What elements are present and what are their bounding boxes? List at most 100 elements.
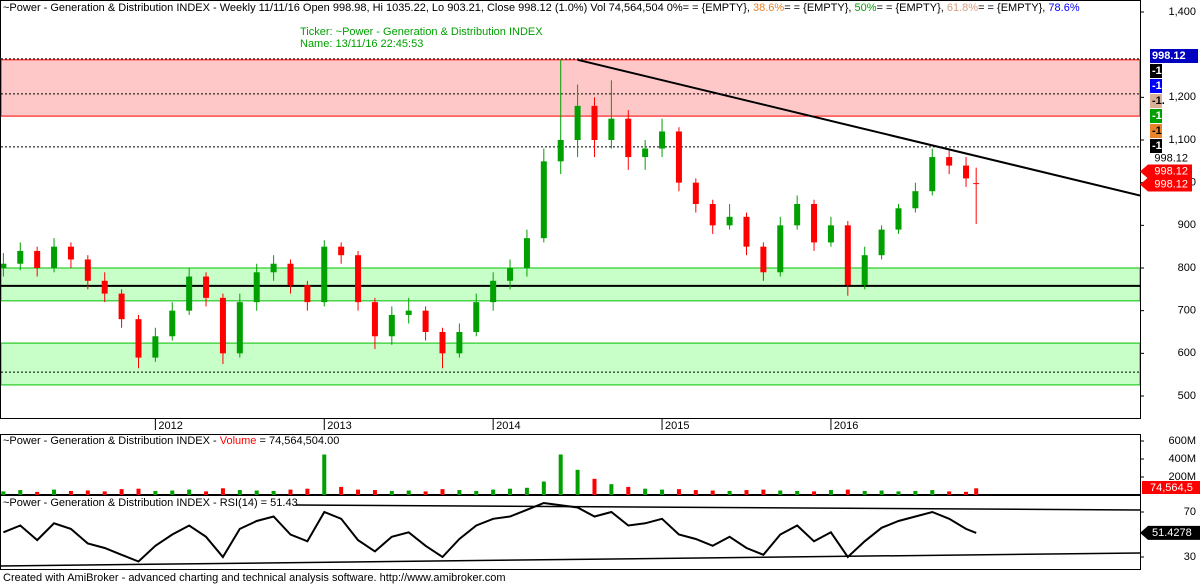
rsi-tick-label: 30: [1184, 551, 1196, 563]
last-price-box: [1140, 177, 1192, 192]
y-tick-label: 800: [1178, 262, 1196, 274]
side-label: -1.: [1152, 95, 1165, 107]
header-part: = = {EMPTY},: [784, 2, 854, 14]
header-part: 78.6%: [1048, 2, 1079, 14]
volume-bar: [85, 490, 90, 495]
y-tick-label: 1,200: [1168, 91, 1196, 103]
volume-last-box: [1142, 481, 1200, 494]
volume-bar: [974, 488, 979, 495]
volume-bar: [761, 489, 766, 495]
volume-bar: [187, 489, 192, 495]
volume-tick-label: 200M: [1168, 471, 1196, 483]
volume-bar: [778, 490, 783, 495]
volume-bar: [862, 490, 867, 495]
header: ~Power - Generation & Distribution INDEX…: [3, 2, 1080, 14]
volume-bar: [356, 489, 361, 495]
side-label-box: [1150, 49, 1198, 63]
side-label: -1.: [1152, 80, 1165, 92]
y-tick-label: 600: [1178, 347, 1196, 359]
volume-bar: [440, 489, 445, 495]
side-label-box: [1150, 79, 1162, 93]
rsi-tick-label: 70: [1184, 506, 1196, 518]
volume-bar: [812, 491, 817, 495]
last-price-box: [1140, 164, 1192, 179]
volume-bar: [913, 490, 918, 495]
volume-bar: [930, 490, 935, 495]
volume-bar: [406, 490, 411, 495]
y-tick-label: 900: [1178, 219, 1196, 231]
volume-bar: [609, 484, 614, 495]
volume-bar: [52, 489, 57, 495]
x-tick-label: 2016: [834, 420, 858, 432]
volume-bar: [474, 490, 479, 495]
volume-bar: [153, 490, 158, 495]
volume-bar: [828, 490, 833, 495]
volume-pane: [0, 434, 1141, 495]
side-label: -1: [1152, 140, 1162, 152]
volume-last-label: 74,564,5: [1150, 482, 1193, 494]
header-part: 50%: [855, 2, 877, 14]
volume-bar: [1, 491, 6, 495]
volume-bar: [389, 490, 394, 495]
volume-bar: [710, 490, 715, 495]
volume-bar: [457, 490, 462, 495]
volume-bar: [288, 489, 293, 495]
volume-bar: [947, 491, 952, 495]
side-label: -1.: [1152, 65, 1165, 77]
volume-bar: [254, 490, 259, 495]
header-part: ~Power - Generation & Distribution INDEX…: [3, 2, 753, 14]
volume-bar: [35, 491, 40, 495]
volume-title: ~Power - Generation & Distribution INDEX…: [3, 435, 339, 447]
volume-bar: [592, 478, 597, 495]
rsi-line: [3, 501, 977, 563]
y-tick-label: 500: [1178, 390, 1196, 402]
last-price-label: 998.12: [1154, 152, 1188, 164]
volume-bar: [524, 487, 529, 495]
volume-bar: [491, 489, 496, 495]
volume-bar: [643, 488, 648, 495]
volume-bar: [744, 490, 749, 495]
side-label: 998.12: [1152, 50, 1186, 62]
last-price-label: 998.12: [1154, 178, 1188, 190]
volume-bar: [220, 488, 225, 495]
rsi-last-label: 51.4278: [1152, 527, 1192, 539]
y-tick-label: 1,100: [1168, 134, 1196, 146]
volume-bar: [676, 489, 681, 495]
rsi-title: ~Power - Generation & Distribution INDEX…: [3, 497, 298, 509]
volume-bar: [693, 490, 698, 495]
volume-bar: [322, 454, 327, 495]
volume-bar: [271, 490, 276, 495]
volume-bar: [795, 490, 800, 495]
volume-tick-label: 400M: [1168, 453, 1196, 465]
volume-bar: [558, 454, 563, 495]
ticker: Ticker: ~Power - Generation & Distributi…: [300, 26, 543, 38]
trendline: [577, 58, 1140, 197]
side-label-box: [1150, 64, 1162, 78]
volume-bar: [305, 488, 310, 495]
header-part: 61.8%: [947, 2, 978, 14]
volume-bar: [339, 486, 344, 495]
x-tick-label: 2015: [665, 420, 689, 432]
volume-bar: [541, 481, 546, 495]
volume-title-part: Volume: [220, 435, 257, 447]
rsi-last-box: [1140, 525, 1200, 540]
y-tick-label: 1,400: [1168, 6, 1196, 18]
volume-bar: [727, 490, 732, 495]
volume-bar: [879, 490, 884, 495]
zone: [1, 267, 1140, 302]
volume-bar: [508, 488, 513, 495]
volume-bar: [575, 469, 580, 495]
volume-bar: [18, 490, 23, 495]
last-price-label: 998.12: [1154, 165, 1188, 177]
volume-bar: [204, 491, 209, 495]
volume-bar: [170, 490, 175, 495]
side-label-box: [1150, 109, 1162, 123]
x-tick-label: 2014: [496, 420, 520, 432]
volume-bar: [845, 489, 850, 495]
volume-bar: [136, 488, 141, 495]
zone: [1, 342, 1140, 386]
volume-bar: [423, 491, 428, 495]
volume-title-part: ~Power - Generation & Distribution INDEX…: [3, 435, 220, 447]
volume-bar: [660, 489, 665, 495]
